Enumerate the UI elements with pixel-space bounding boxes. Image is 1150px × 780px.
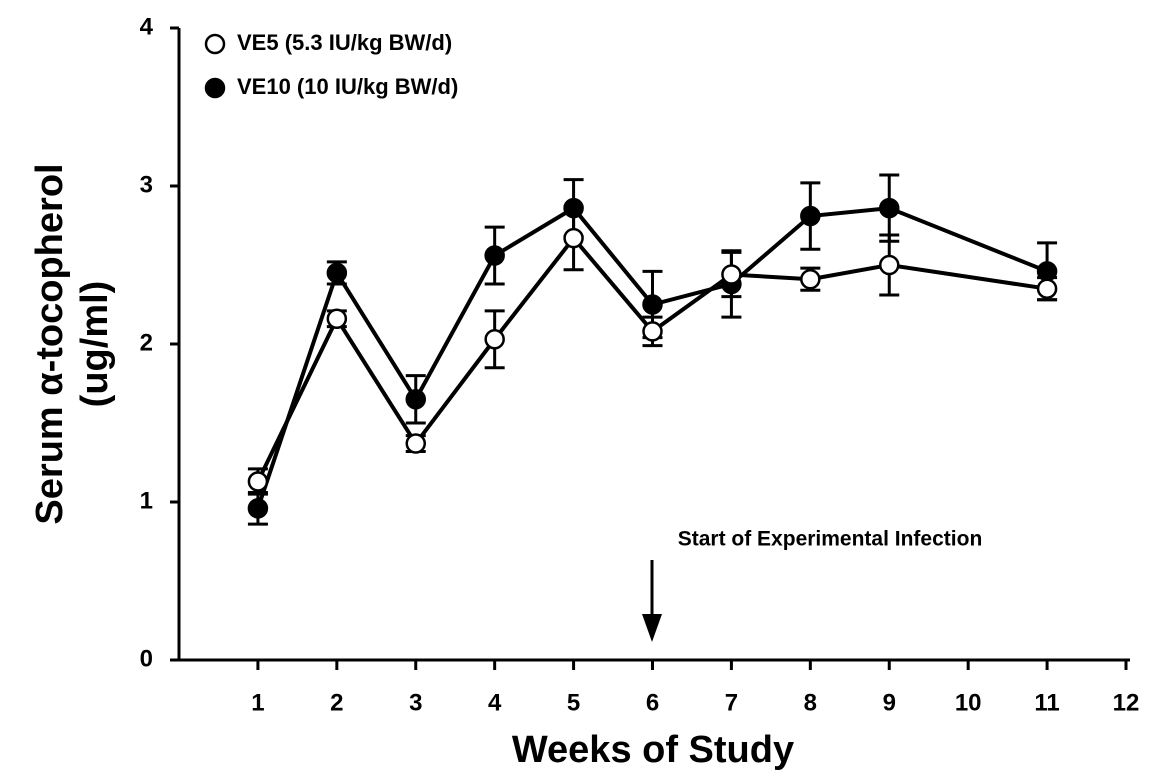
y-axis-title: Serum α-tocopherol <box>29 163 71 524</box>
x-tick-label: 5 <box>567 689 580 716</box>
series-line <box>256 205 1048 509</box>
annotation-arrowhead <box>642 614 662 642</box>
marker <box>563 197 584 219</box>
annotation: Start of Experimental Infection <box>678 528 983 551</box>
x-tick-label: 8 <box>804 689 817 716</box>
y-axis-unit: (ug/ml) <box>74 281 116 408</box>
x-tick-label: 7 <box>725 689 738 716</box>
x-axis-title: Weeks of Study <box>512 729 794 771</box>
marker <box>405 389 426 410</box>
marker <box>247 498 269 519</box>
marker <box>326 308 348 329</box>
x-tick-label: 11 <box>1034 689 1059 716</box>
marker <box>642 321 663 342</box>
marker <box>879 197 900 219</box>
marker <box>326 262 348 284</box>
legend-label: VE5 (5.3 IU/kg BW/d) <box>237 30 452 55</box>
x-tick-label: 12 <box>1113 689 1140 716</box>
x-tick-label: 1 <box>251 689 264 716</box>
y-tick-label: 3 <box>140 171 153 198</box>
marker <box>721 264 742 285</box>
marker <box>563 227 584 249</box>
marker <box>800 205 821 227</box>
y-tick-label: 1 <box>140 487 153 514</box>
marker <box>800 268 821 290</box>
marker <box>484 245 505 266</box>
legend-label: VE10 (10 IU/kg BW/d) <box>237 74 458 99</box>
legend-marker <box>204 77 226 99</box>
y-tick-label: 2 <box>140 329 153 356</box>
x-tick-label: 9 <box>883 689 896 716</box>
x-tick-label: 10 <box>955 689 982 716</box>
marker <box>1036 278 1058 299</box>
marker <box>879 254 900 276</box>
y-tick-label: 0 <box>140 645 153 672</box>
y-tick-label: 4 <box>140 13 154 40</box>
series-line <box>256 234 1048 483</box>
marker <box>1036 261 1058 282</box>
x-tick-label: 3 <box>409 689 422 716</box>
x-tick-label: 4 <box>488 689 502 716</box>
marker <box>484 329 505 350</box>
marker <box>405 433 426 454</box>
legend-marker <box>204 33 226 55</box>
x-tick-label: 2 <box>330 689 343 716</box>
marker <box>642 294 663 315</box>
marker <box>247 471 269 492</box>
x-tick-label: 6 <box>646 689 659 716</box>
